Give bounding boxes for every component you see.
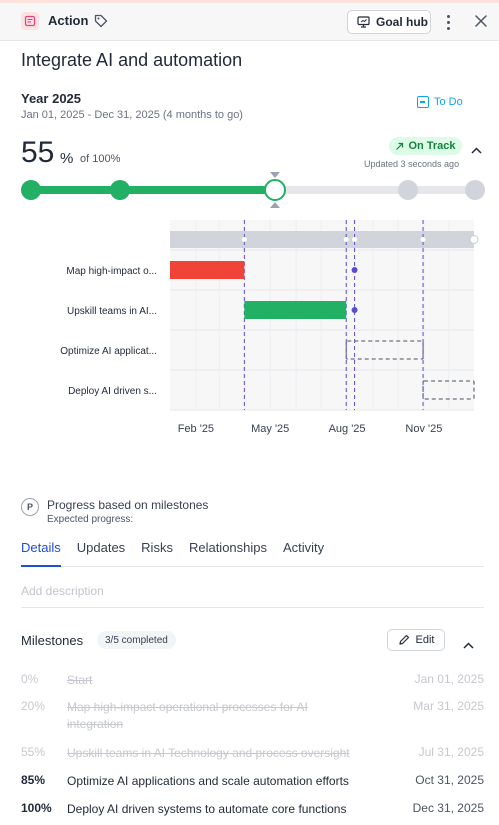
- x-tick-label: May '25: [251, 423, 289, 435]
- task-label: Map high-impact o...: [66, 266, 157, 277]
- task-bar-planned: [345, 340, 424, 360]
- more-options-icon[interactable]: [442, 12, 454, 32]
- tab-details[interactable]: Details: [21, 537, 61, 567]
- panel-header: Action Goal hub: [0, 3, 499, 41]
- updated-timestamp: Updated 3 seconds ago: [364, 159, 460, 169]
- timeline-header-dot: [469, 235, 479, 244]
- task-milestone-dot: [351, 307, 358, 313]
- timeline-header-dot: [343, 237, 349, 242]
- trend-up-icon: [396, 142, 404, 150]
- milestone-name: Optimize AI applications and scale autom…: [67, 774, 349, 788]
- task-label: Deploy AI driven s...: [68, 386, 157, 397]
- timeline-header-dot: [352, 237, 358, 242]
- task-bar-overdue: [170, 261, 245, 279]
- milestone-date: Dec 31, 2025: [412, 801, 484, 815]
- goal-hub-button[interactable]: Goal hub: [347, 10, 431, 34]
- divider: [21, 607, 484, 608]
- slider-fill: [31, 186, 276, 194]
- period-label: Year 2025: [21, 91, 82, 106]
- action-type-icon: [21, 12, 39, 30]
- timeline-header-dot: [420, 237, 426, 242]
- milestone-percent: 20%: [21, 699, 46, 713]
- health-label: On Track: [408, 140, 456, 152]
- milestone-name: Deploy AI driven systems to automate cor…: [67, 802, 347, 816]
- milestone-date: Mar 31, 2025: [413, 699, 484, 713]
- basis-subtitle: Expected progress:: [47, 514, 134, 525]
- tab-updates[interactable]: Updates: [76, 540, 126, 555]
- milestone-percent: 100%: [21, 801, 52, 815]
- task-label: Optimize AI applicat...: [60, 346, 157, 357]
- tag-icon[interactable]: [94, 14, 108, 33]
- date-range: Jan 01, 2025 - Dec 31, 2025 (4 months to…: [21, 109, 243, 121]
- status-dropdown[interactable]: To Do: [417, 96, 463, 108]
- milestone-name: Upskill teams in AI Technology and proce…: [67, 746, 350, 760]
- chevron-up-icon[interactable]: [471, 141, 482, 159]
- milestone-percent: 85%: [21, 773, 46, 787]
- x-tick-label: Feb '25: [178, 423, 214, 435]
- task-label: Upskill teams in AI...: [67, 306, 157, 317]
- task-bar-planned: [422, 380, 475, 400]
- slider-stop[interactable]: [109, 180, 130, 200]
- progress-unit: %: [60, 150, 74, 167]
- slider-stop[interactable]: [398, 180, 419, 200]
- goal-hub-label: Goal hub: [376, 15, 428, 29]
- milestones-heading: Milestones: [21, 633, 84, 648]
- milestone-name: Map high-impact operational processes fo…: [67, 700, 308, 731]
- progress-value: 55: [21, 136, 55, 169]
- slider-handle[interactable]: [264, 179, 287, 201]
- milestone-basis-icon: P: [21, 498, 39, 516]
- slider-marker-bottom: [270, 202, 281, 208]
- progress-slider[interactable]: [21, 172, 485, 208]
- progress-basis: P Progress based on milestones Expected …: [21, 498, 208, 525]
- milestone-percent: 55%: [21, 745, 46, 759]
- task-milestone-dot: [351, 267, 358, 273]
- milestones-count-badge: 3/5 completed: [97, 631, 176, 649]
- collapse-milestones-icon[interactable]: [463, 636, 474, 654]
- tab-relationships[interactable]: Relationships: [188, 540, 267, 555]
- x-tick-label: Nov '25: [405, 423, 442, 435]
- task-bar-complete: [244, 301, 347, 319]
- page-title: Integrate AI and automation: [21, 50, 243, 70]
- slider-stop[interactable]: [21, 180, 41, 200]
- milestone-timeline-chart: Map high-impact o... Upskill teams in AI.…: [60, 220, 479, 435]
- edit-label: Edit: [415, 634, 435, 646]
- pencil-icon: [398, 634, 409, 645]
- basis-title: Progress based on milestones: [47, 498, 209, 512]
- status-label: To Do: [434, 96, 463, 108]
- milestone-date: Jan 01, 2025: [414, 672, 484, 686]
- slider-stop[interactable]: [465, 180, 485, 200]
- milestone-name: Start: [67, 673, 93, 687]
- tab-activity[interactable]: Activity: [283, 540, 325, 555]
- tab-bar: Details Updates Risks Relationships Acti…: [21, 537, 484, 567]
- milestone-percent: 0%: [21, 672, 39, 686]
- x-tick-label: Aug '25: [329, 423, 366, 435]
- timeline-header-dot: [241, 237, 247, 242]
- edit-milestones-button[interactable]: Edit: [387, 629, 445, 651]
- tab-risks[interactable]: Risks: [141, 540, 173, 555]
- milestone-date: Jul 31, 2025: [418, 745, 484, 759]
- item-type-label: Action: [48, 13, 89, 28]
- todo-status-icon: [417, 96, 429, 108]
- timeline-header-bar: [170, 231, 474, 248]
- close-icon[interactable]: [474, 14, 488, 33]
- progress-target: of 100%: [80, 153, 121, 165]
- milestone-date: Oct 31, 2025: [415, 773, 484, 787]
- health-badge[interactable]: On Track: [389, 137, 462, 155]
- top-accent-line: [0, 0, 499, 3]
- slider-marker-top: [270, 172, 281, 178]
- description-input[interactable]: Add description: [21, 584, 104, 598]
- goal-hub-icon: [357, 16, 370, 28]
